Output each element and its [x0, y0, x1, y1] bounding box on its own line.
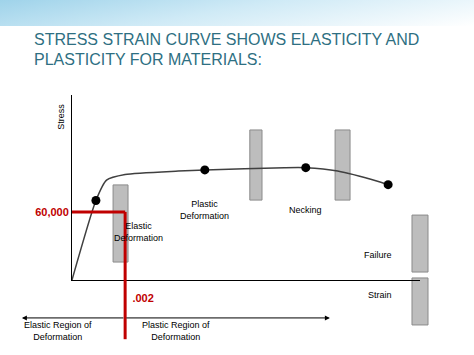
svg-text:Stress: Stress: [56, 104, 66, 130]
svg-text:.002: .002: [132, 292, 153, 304]
svg-text:ElasticDeformation: ElasticDeformation: [114, 221, 163, 243]
svg-text:Elastic Region ofDeformation: Elastic Region ofDeformation: [24, 320, 92, 342]
svg-text:Necking: Necking: [289, 205, 322, 215]
svg-text:PlasticDeformation: PlasticDeformation: [180, 199, 229, 221]
svg-text:60,000: 60,000: [35, 206, 69, 218]
html-text:STRESS STRAIN CURVE SHOWS ELAS: STRESS STRAIN CURVE SHOWS ELASTICITY AND…: [34, 31, 420, 68]
svg-text:Failure: Failure: [364, 250, 392, 260]
svg-text:Strain: Strain: [368, 290, 392, 300]
svg-text:Plastic Region ofDeformation: Plastic Region ofDeformation: [142, 320, 210, 342]
